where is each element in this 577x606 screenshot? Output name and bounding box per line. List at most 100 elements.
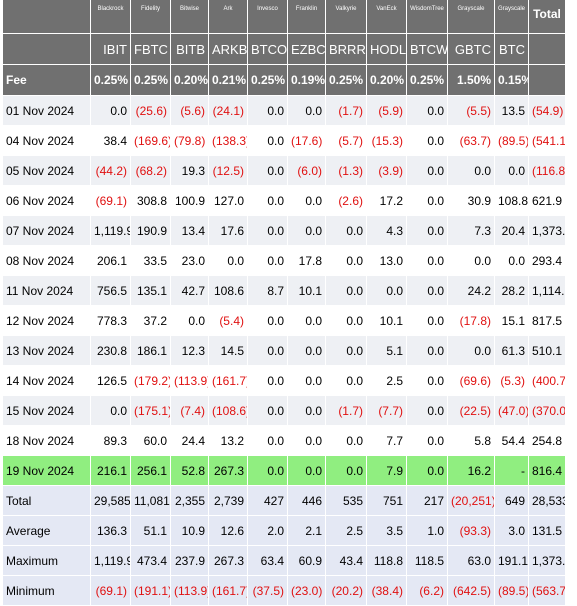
table-row: 18 Nov 2024 89.3 60.0 24.4 13.2 0.0 0.0 0.0 7.7 0… [3,426,566,456]
flow-value-cell: 0.0 [407,366,448,396]
flow-value-cell: 0.0 [171,306,209,336]
date-cell: 05 Nov 2024 [3,156,91,186]
ticker-total-blank-cell [529,34,566,65]
flow-value-cell: 0.0 [326,336,367,366]
row-total-cell: 510.1 [529,336,566,366]
flow-value-cell: (17.8) [448,306,495,336]
summary-value-cell: 191.1 [495,546,529,576]
issuer-name-cell: Ark [209,0,248,34]
flow-value-cell: (169.6) [131,126,171,156]
flow-value-cell: (44.2) [91,156,131,186]
table-row: 08 Nov 2024 206.1 33.5 23.0 0.0 0.0 17.8 0.0 13.… [3,246,566,276]
flow-value-cell: (161.7) [209,366,248,396]
flow-value-cell: (175.1) [131,396,171,426]
summary-value-cell: 2,355 [171,486,209,516]
flow-value-cell: 0.0 [407,306,448,336]
date-cell: 08 Nov 2024 [3,246,91,276]
flow-value-cell: 0.0 [495,156,529,186]
flow-value-cell: 2.5 [367,366,407,396]
summary-value-cell: 217 [407,486,448,516]
table-row: 15 Nov 2024 0.0 (175.1) (7.4) (108.6) 0.0 0.0(… [3,396,566,426]
issuer-name-cell: Bitwise [171,0,209,34]
fee-cell: 0.25% [326,65,367,96]
table-row: 14 Nov 2024 126.5 (179.2) (113.9) (161.7) 0.0… [3,366,566,396]
row-total-cell: (370.0) [529,396,566,426]
flow-value-cell: 0.0 [288,336,326,366]
summary-value-cell: 2.5 [326,516,367,546]
flow-value-cell: 13.0 [367,246,407,276]
flow-value-cell: 13.5 [495,96,529,126]
fee-cell: 0.20% [171,65,209,96]
table-row: 07 Nov 2024 1,119.9 190.9 13.4 17.6 0.0 0.0 0.0… [3,216,566,246]
date-cell: 15 Nov 2024 [3,396,91,426]
flow-value-cell: 0.0 [91,396,131,426]
flow-value-cell: 0.0 [448,246,495,276]
flow-value-cell: (12.5) [209,156,248,186]
flow-value-cell: (6.0) [288,156,326,186]
flow-value-cell: 186.1 [131,336,171,366]
flow-value-cell: 0.0 [407,96,448,126]
fee-row: Fee 0.25% 0.25% 0.20% 0.21% 0.25% 0.19% 0.25% 0.… [3,65,566,96]
flow-value-cell: 13.2 [209,426,248,456]
flow-value-cell: 0.0 [326,276,367,306]
ticker-cell: EZBC [288,34,326,65]
ticker-cell: HODL [367,34,407,65]
flow-value-cell: - [495,456,529,486]
fee-cell: 0.20% [367,65,407,96]
summary-value-cell: (89.5) [495,576,529,606]
flow-value-cell: 756.5 [91,276,131,306]
flow-value-cell: 0.0 [326,246,367,276]
row-total-cell: 817.5 [529,306,566,336]
summary-value-cell: 2,739 [209,486,248,516]
flow-value-cell: (89.5) [495,126,529,156]
date-cell: 13 Nov 2024 [3,336,91,366]
flow-value-cell: 38.4 [91,126,131,156]
flow-value-cell: 0.0 [407,336,448,366]
flow-value-cell: 13.4 [171,216,209,246]
row-total-cell: 621.9 [529,186,566,216]
flow-value-cell: 60.0 [131,426,171,456]
flow-value-cell: 16.2 [448,456,495,486]
flow-value-cell: (22.5) [448,396,495,426]
table-row: 04 Nov 2024 38.4 (169.6) (79.8) (138.3) 0.0 (1… [3,126,566,156]
flow-value-cell: 7.3 [448,216,495,246]
summary-label-cell: Maximum [3,546,91,576]
flow-value-cell: (3.9) [367,156,407,186]
flow-value-cell: 0.0 [248,156,288,186]
fee-cell: 0.15% [495,65,529,96]
date-cell: 06 Nov 2024 [3,186,91,216]
issuer-name-cell: WisdomTree [407,0,448,34]
summary-total-cell: 1,373.8 [529,546,566,576]
ticker-cell: ARKB [209,34,248,65]
summary-value-cell: (20.2) [326,576,367,606]
summary-value-cell: (6.2) [407,576,448,606]
flow-value-cell: 0.0 [407,216,448,246]
issuer-name-cell: Blackrock [91,0,131,34]
table-row: 12 Nov 2024 778.3 37.2 0.0 (5.4) 0.0 0.0 0.0 10.… [3,306,566,336]
fee-cell: 0.21% [209,65,248,96]
fee-cell: 0.25% [248,65,288,96]
flow-value-cell: 0.0 [407,456,448,486]
ticker-cell: BTCW [407,34,448,65]
summary-value-cell: (20,251) [448,486,495,516]
etf-flow-table: Blackrock Fidelity Bitwise Ark Invesco Frankl… [3,0,566,606]
flow-value-cell: 0.0 [248,126,288,156]
summary-row: Average 136.3 51.1 10.9 12.6 2.0 2.1 2.5 3.5 1.0(… [3,516,566,546]
flow-value-cell: 0.0 [288,186,326,216]
flow-value-cell: 19.3 [171,156,209,186]
flow-value-cell: (113.9) [171,366,209,396]
flow-value-cell: 61.3 [495,336,529,366]
header-corner-cell [3,0,91,34]
summary-row: Total 29,585 11,081 2,355 2,739 427 446 535 751 2… [3,486,566,516]
flow-value-cell: 0.0 [407,126,448,156]
summary-value-cell: 1.0 [407,516,448,546]
flow-value-cell: 28.2 [495,276,529,306]
flow-value-cell: 108.8 [495,186,529,216]
summary-value-cell: 63.0 [448,546,495,576]
ticker-cell: BITB [171,34,209,65]
flow-value-cell: 1,119.9 [91,216,131,246]
flow-value-cell: (69.6) [448,366,495,396]
flow-value-cell: 0.0 [248,186,288,216]
summary-value-cell: (38.4) [367,576,407,606]
flow-value-cell: 0.0 [407,276,448,306]
